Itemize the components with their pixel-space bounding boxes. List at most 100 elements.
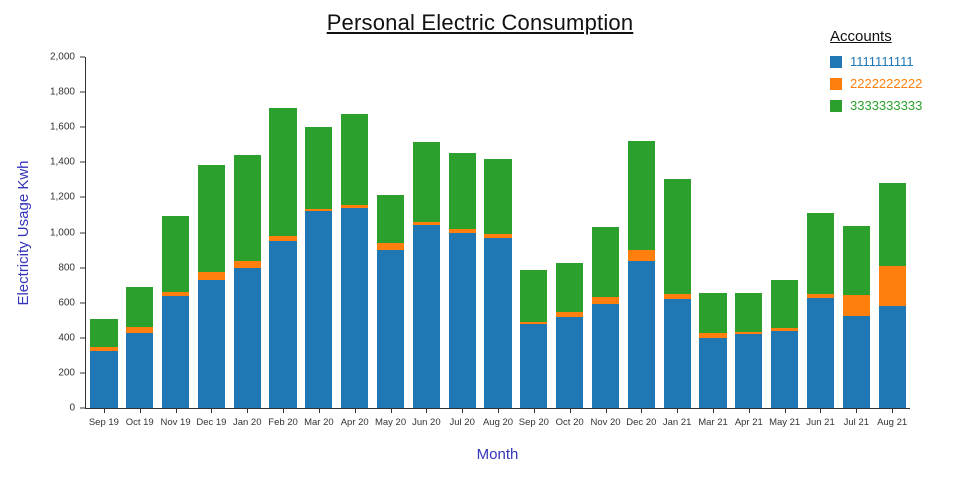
stacked-bar-feb-20 — [269, 57, 297, 408]
bar-segment-account-2222222222 — [269, 236, 297, 242]
bar-slot — [516, 57, 552, 408]
bar-segment-account-2222222222 — [591, 297, 620, 305]
x-tick-mark — [856, 408, 858, 413]
x-axis-title: Month — [476, 446, 519, 463]
x-label-slot: Aug 21 — [874, 408, 910, 434]
bar-segment-account-2222222222 — [484, 234, 512, 238]
x-axis-line — [85, 408, 910, 409]
stacked-bar-mar-20 — [305, 57, 333, 408]
bar-segment-account-2222222222 — [233, 261, 261, 268]
x-tick-label: Sep 20 — [518, 417, 549, 428]
bar-slot — [229, 57, 265, 408]
x-tick-mark — [748, 408, 750, 413]
y-tick-label: 800 — [58, 262, 75, 274]
y-tick-mark — [80, 302, 85, 304]
bar-slot — [767, 57, 803, 408]
x-label-slot: Mar 20 — [301, 408, 337, 434]
stacked-bar-dec-20 — [627, 57, 655, 408]
y-tick-mark — [80, 196, 85, 198]
bar-segment-account-1111111111 — [305, 210, 333, 408]
bar-slot — [695, 57, 731, 408]
x-tick-label: Jun 21 — [806, 417, 835, 428]
bar-segment-account-2222222222 — [376, 243, 405, 251]
x-tick-mark — [677, 408, 679, 413]
x-label-slot: Sep 19 — [86, 408, 122, 434]
bar-segment-account-1111111111 — [412, 225, 440, 408]
bar-segment-account-3333333333 — [376, 194, 405, 244]
stacked-bar-jun-21 — [806, 57, 835, 408]
bar-segment-account-1111111111 — [126, 332, 154, 408]
x-tick-mark — [318, 408, 320, 413]
bar-segment-account-2222222222 — [556, 311, 584, 317]
bar-slot — [158, 57, 194, 408]
bar-segment-account-3333333333 — [233, 155, 261, 262]
x-label-slot: Jul 21 — [838, 408, 874, 434]
bar-segment-account-3333333333 — [735, 293, 763, 332]
x-tick-mark — [784, 408, 786, 413]
legend-swatch-icon — [830, 77, 842, 90]
x-tick-label: Oct 19 — [125, 417, 154, 428]
legend-label: 2222222222 — [850, 76, 923, 91]
bars — [86, 57, 910, 408]
bar-slot — [838, 57, 874, 408]
x-tick-label: Jun 20 — [412, 417, 441, 428]
x-label-slot: Nov 19 — [158, 408, 194, 434]
legend-item-account-2[interactable]: 2222222222 — [830, 76, 922, 91]
legend-swatch-icon — [830, 55, 842, 68]
bar-slot — [803, 57, 839, 408]
stacked-bar-jul-21 — [842, 57, 870, 408]
y-tick-label: 1,400 — [49, 156, 75, 168]
bar-slot — [731, 57, 767, 408]
bar-segment-account-3333333333 — [90, 318, 118, 347]
bar-segment-account-1111111111 — [520, 323, 548, 408]
legend-item-account-1[interactable]: 1111111111 — [830, 54, 922, 69]
x-label-slot: Jul 20 — [444, 408, 480, 434]
stacked-bar-sep-20 — [520, 57, 548, 408]
bar-segment-account-2222222222 — [842, 294, 870, 316]
bar-segment-account-2222222222 — [90, 346, 118, 351]
x-tick-label: Mar 20 — [304, 417, 334, 428]
bar-segment-account-3333333333 — [269, 107, 297, 237]
x-tick-mark — [139, 408, 141, 413]
x-tick-label: Mar 21 — [698, 417, 728, 428]
stacked-bar-may-20 — [376, 57, 405, 408]
bar-segment-account-1111111111 — [376, 250, 405, 408]
x-tick-mark — [354, 408, 356, 413]
bar-slot — [122, 57, 158, 408]
legend: Accounts 1111111111 2222222222 333333333… — [830, 28, 922, 120]
bar-segment-account-1111111111 — [484, 237, 512, 408]
stacked-bar-aug-20 — [484, 57, 512, 408]
stacked-bar-jan-21 — [663, 57, 691, 408]
legend-item-account-3[interactable]: 3333333333 — [830, 98, 922, 113]
bar-slot — [552, 57, 588, 408]
bar-segment-account-3333333333 — [341, 114, 369, 206]
x-tick-label: Aug 20 — [482, 417, 514, 428]
x-label-slot: Apr 20 — [337, 408, 373, 434]
stacked-bar-aug-21 — [878, 57, 906, 408]
stacked-bar-sep-19 — [90, 57, 118, 408]
x-label-slot: Sep 20 — [516, 408, 552, 434]
stacked-bar-oct-19 — [126, 57, 154, 408]
bar-segment-account-3333333333 — [484, 158, 512, 235]
stacked-bar-dec-19 — [197, 57, 225, 408]
bar-segment-account-2222222222 — [699, 332, 727, 338]
bar-segment-account-2222222222 — [771, 328, 799, 331]
x-label-slot: Jun 20 — [408, 408, 444, 434]
bar-slot — [301, 57, 337, 408]
plot-area — [85, 57, 910, 409]
stacked-bar-apr-20 — [341, 57, 369, 408]
x-tick-mark — [426, 408, 428, 413]
x-tick-label: Nov 20 — [590, 417, 621, 428]
y-tick-label: 400 — [58, 332, 75, 344]
bar-segment-account-3333333333 — [520, 270, 548, 323]
y-tick-mark — [80, 232, 85, 233]
bar-segment-account-3333333333 — [197, 164, 225, 272]
bar-slot — [588, 57, 624, 408]
stacked-bar-jun-20 — [412, 57, 440, 408]
y-tick-mark — [80, 161, 85, 163]
bar-segment-account-3333333333 — [699, 293, 727, 333]
bar-segment-account-3333333333 — [806, 213, 835, 294]
x-tick-label: Apr 21 — [734, 417, 763, 428]
x-tick-label: Nov 19 — [160, 417, 191, 428]
